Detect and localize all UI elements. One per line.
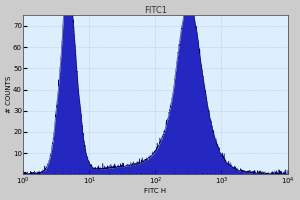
Y-axis label: # COUNTS: # COUNTS [6, 76, 12, 113]
Title: FITC1: FITC1 [144, 6, 167, 15]
X-axis label: FITC H: FITC H [144, 188, 166, 194]
